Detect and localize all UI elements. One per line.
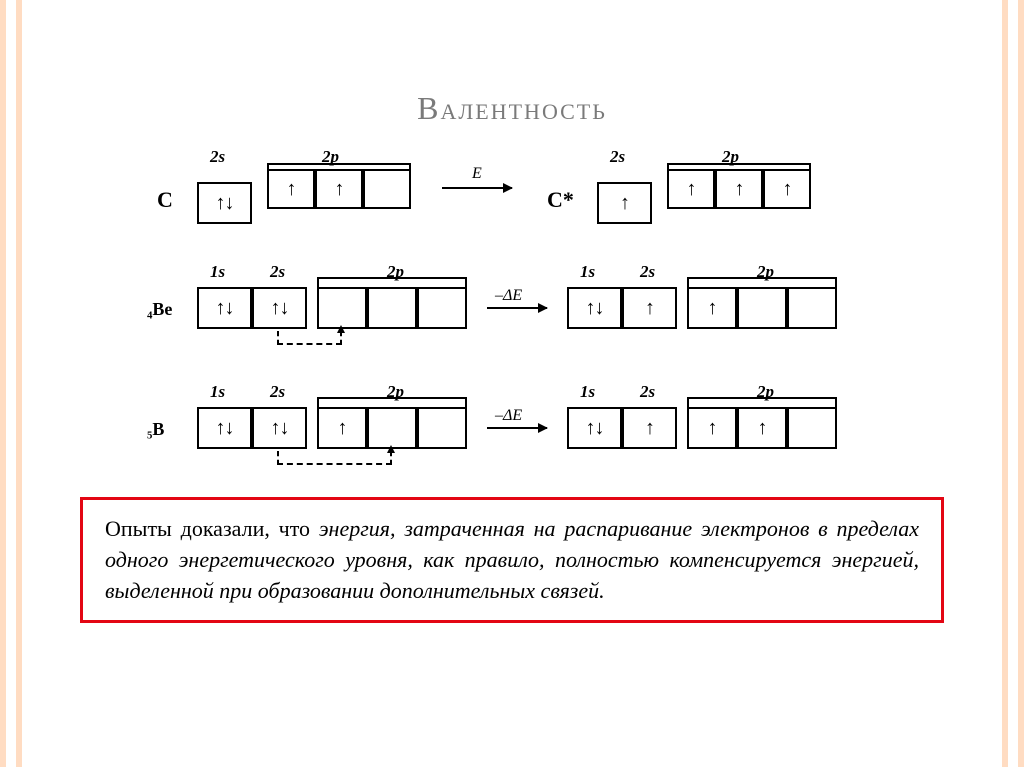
orbital-label: 2s: [210, 147, 225, 167]
orbital-label: 1s: [210, 382, 225, 402]
orbital-bracket: [687, 277, 837, 285]
transition-label: –ΔE: [495, 407, 522, 425]
orbital-box: [787, 287, 837, 329]
orbital-box: ↑: [317, 407, 367, 449]
orbital-box: [317, 287, 367, 329]
orbital-box: ↑: [622, 407, 677, 449]
orbital-box: ↑: [687, 287, 737, 329]
orbital-label: 2s: [610, 147, 625, 167]
orbital-box: ↑↓: [567, 407, 622, 449]
slide-content: Валентность C2s2p↑↓↑↑EC*2s2p↑↑↑↑₄Be1s2s2…: [50, 0, 974, 767]
orbital-label: 1s: [580, 262, 595, 282]
orbital-box: [417, 407, 467, 449]
orbital-box: ↑↓: [252, 407, 307, 449]
dashed-transition: [277, 331, 342, 345]
orbital-label: 2s: [270, 382, 285, 402]
orbital-label: 2s: [270, 262, 285, 282]
orbital-box: [367, 407, 417, 449]
orbital-box: ↑↓: [197, 182, 252, 224]
orbital-diagram: C2s2p↑↓↑↑EC*2s2p↑↑↑↑₄Be1s2s2p↑↓↑↓–ΔE1s2s…: [112, 147, 912, 487]
transition-arrow-icon: [487, 427, 547, 429]
element-symbol: C*: [547, 187, 574, 213]
orbital-box: ↑: [667, 169, 715, 209]
orbital-box: ↑: [267, 169, 315, 209]
orbital-box: ↑↓: [567, 287, 622, 329]
orbital-box: ↑: [687, 407, 737, 449]
orbital-box: ↑: [315, 169, 363, 209]
orbital-label: 2s: [640, 262, 655, 282]
dashed-transition: [277, 451, 392, 465]
element-symbol: ₄Be: [147, 299, 172, 320]
orbital-box: ↑↓: [197, 407, 252, 449]
dashed-arrow-icon: [387, 445, 395, 453]
orbital-box: ↑: [763, 169, 811, 209]
orbital-box: ↑: [715, 169, 763, 209]
orbital-box: [417, 287, 467, 329]
orbital-bracket: [317, 397, 467, 405]
transition-arrow-icon: [442, 187, 512, 189]
orbital-box: ↑↓: [197, 287, 252, 329]
explanation-textbox: Опыты доказали, что энергия, затраченная…: [80, 497, 944, 623]
orbital-box: [363, 169, 411, 209]
element-symbol: C: [157, 187, 173, 213]
orbital-box: ↑↓: [252, 287, 307, 329]
orbital-bracket: [687, 397, 837, 405]
transition-label: E: [472, 165, 482, 183]
transition-label: –ΔE: [495, 287, 522, 305]
dashed-arrow-icon: [337, 325, 345, 333]
orbital-box: ↑: [597, 182, 652, 224]
orbital-box: ↑: [737, 407, 787, 449]
orbital-box: ↑: [622, 287, 677, 329]
left-decoration-stripe: [0, 0, 22, 767]
orbital-label: 1s: [580, 382, 595, 402]
textbox-prefix: Опыты доказали, что: [105, 516, 319, 541]
orbital-label: 2s: [640, 382, 655, 402]
element-symbol: ₅B: [147, 419, 164, 440]
orbital-bracket: [317, 277, 467, 285]
orbital-box: [787, 407, 837, 449]
orbital-box: [367, 287, 417, 329]
orbital-label: 1s: [210, 262, 225, 282]
transition-arrow-icon: [487, 307, 547, 309]
orbital-box: [737, 287, 787, 329]
right-decoration-stripe: [1002, 0, 1024, 767]
slide-title: Валентность: [50, 90, 974, 127]
